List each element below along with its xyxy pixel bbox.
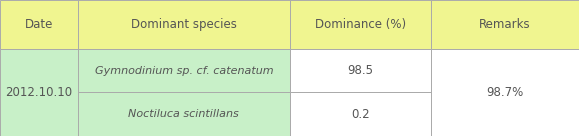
Bar (290, 49, 431, 92)
Text: 98.5: 98.5 (347, 64, 373, 77)
Bar (290, 92, 431, 136)
Text: Noctiluca scintillans: Noctiluca scintillans (129, 109, 239, 119)
Bar (78, 92, 290, 136)
Text: Dominant species: Dominant species (131, 18, 237, 31)
Text: 0.2: 0.2 (351, 108, 370, 121)
Text: 2012.10.10: 2012.10.10 (6, 86, 72, 99)
Bar (0, 0, 78, 49)
Text: Dominance (%): Dominance (%) (315, 18, 406, 31)
Bar (290, 0, 431, 49)
Text: 98.7%: 98.7% (486, 86, 524, 99)
Text: Gymnodinium sp. cf. catenatum: Gymnodinium sp. cf. catenatum (94, 66, 273, 76)
Bar (78, 49, 290, 92)
Bar (431, 49, 579, 136)
Bar (78, 0, 290, 49)
Text: Remarks: Remarks (479, 18, 531, 31)
Text: Date: Date (25, 18, 53, 31)
Bar (431, 0, 579, 49)
Bar (0, 49, 78, 136)
